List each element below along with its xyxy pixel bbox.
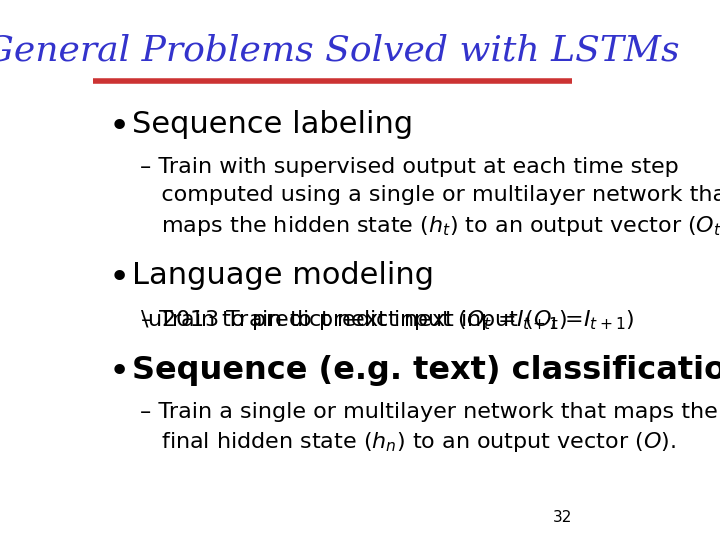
Text: •: •: [109, 111, 130, 145]
Text: final hidden state ($\mathit{h_n}$) to an output vector ($\mathit{O}$).: final hidden state ($\mathit{h_n}$) to a…: [140, 430, 676, 454]
Text: Sequence (e.g. text) classification: Sequence (e.g. text) classification: [132, 355, 720, 386]
Text: Sequence labeling: Sequence labeling: [132, 111, 413, 139]
Text: General Problems Solved with LSTMs: General Problems Solved with LSTMs: [0, 33, 680, 68]
Text: \u2013 Train to predict next input ($\mathit{O_t}$ =$\mathit{I_{t+1}}$): \u2013 Train to predict next input ($\ma…: [140, 308, 634, 332]
Text: – Train to predict next input ($\mathit{O_t}$ =$\mathit{I_{t+1}}$): – Train to predict next input ($\mathit{…: [140, 308, 567, 332]
Text: 32: 32: [552, 510, 572, 525]
Text: Language modeling: Language modeling: [132, 261, 434, 291]
Text: •: •: [109, 355, 130, 389]
Text: – Train with supervised output at each time step: – Train with supervised output at each t…: [140, 157, 679, 177]
Text: computed using a single or multilayer network that: computed using a single or multilayer ne…: [140, 185, 720, 205]
Text: – Train a single or multilayer network that maps the: – Train a single or multilayer network t…: [140, 402, 718, 422]
Text: •: •: [109, 261, 130, 295]
Text: maps the hidden state ($\mathit{h_t}$) to an output vector ($\mathit{O_t}$).: maps the hidden state ($\mathit{h_t}$) t…: [140, 214, 720, 238]
